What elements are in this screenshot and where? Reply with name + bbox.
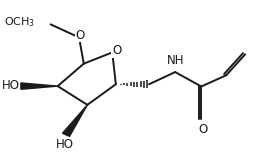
Text: O: O <box>112 44 121 57</box>
Text: HO: HO <box>56 138 74 151</box>
Polygon shape <box>21 83 58 89</box>
Text: O: O <box>199 123 208 136</box>
Text: OCH$_3$: OCH$_3$ <box>4 15 35 29</box>
Text: HO: HO <box>2 79 20 92</box>
Text: O: O <box>75 29 85 42</box>
Text: NH: NH <box>167 54 184 67</box>
Polygon shape <box>63 105 87 136</box>
